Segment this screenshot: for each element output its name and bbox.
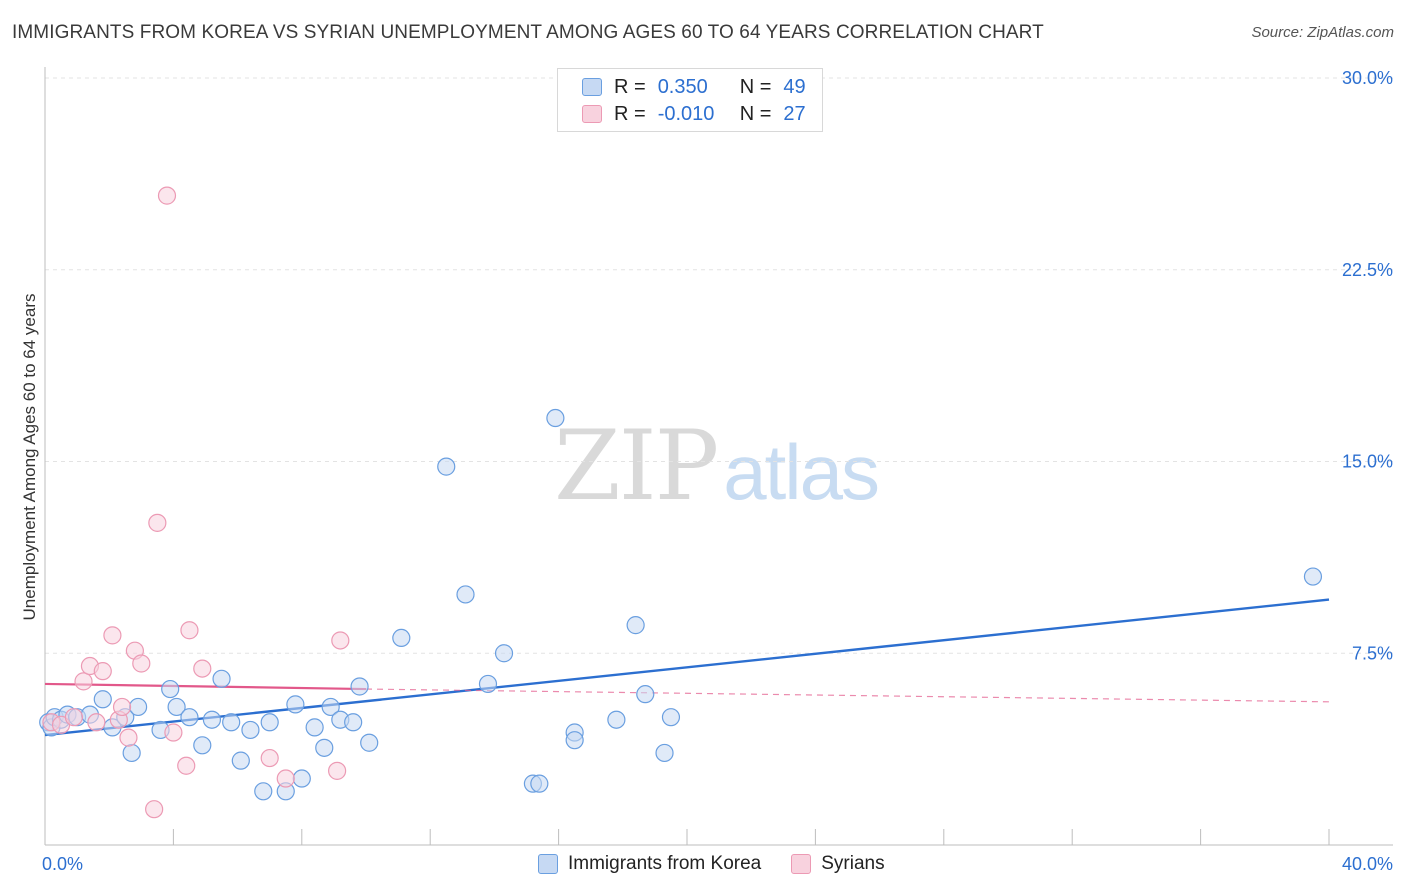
- correlation-legend: R = 0.350 N = 49 R = -0.010 N = 27: [557, 68, 823, 132]
- korea-point: [494, 644, 514, 663]
- syrian-point: [87, 713, 106, 732]
- syrian-point: [193, 659, 212, 678]
- korea-point: [254, 782, 273, 801]
- data-points: [39, 186, 1323, 819]
- korea-point: [478, 674, 498, 694]
- syrian-point: [145, 800, 164, 819]
- syrian-point: [74, 672, 93, 691]
- korea-point: [1303, 567, 1323, 586]
- syrian-point: [148, 513, 167, 532]
- legend-r-value-korea: 0.350: [657, 75, 708, 98]
- chart-source: Source: ZipAtlas.com: [1251, 24, 1394, 41]
- syrian-point: [328, 761, 347, 780]
- korea-point: [222, 713, 241, 732]
- watermark-atlas: atlas: [723, 428, 880, 516]
- korea-point: [344, 713, 363, 732]
- korea-point: [180, 708, 199, 727]
- legend-r-label: R =: [614, 75, 646, 98]
- korea-point: [321, 697, 340, 717]
- x-tick-label: 0.0%: [42, 854, 83, 874]
- watermark-zip: ZIP: [554, 410, 719, 522]
- korea-point: [565, 731, 584, 750]
- syrian-point: [103, 626, 122, 645]
- korea-point: [437, 457, 456, 476]
- legend-n-value-korea: 49: [783, 75, 806, 98]
- korea-point: [122, 743, 141, 763]
- korea-trend-line: [44, 598, 1330, 737]
- syrian-point: [157, 186, 177, 205]
- legend-swatch-syrians: [582, 105, 602, 123]
- y-tick-label: 30.0%: [1342, 68, 1393, 88]
- series-legend: Immigrants from Korea Syrians: [538, 852, 915, 876]
- grid-lines: [45, 77, 1393, 654]
- korea-point: [315, 738, 334, 757]
- series-swatch-korea: [538, 854, 558, 874]
- syrian-point: [164, 723, 183, 742]
- korea-point: [161, 679, 180, 699]
- korea-point: [260, 713, 279, 732]
- legend-r-label: R =: [614, 102, 646, 125]
- syrian-point: [112, 697, 132, 717]
- syrian-point: [276, 769, 295, 788]
- legend-row-syrians: R = -0.010 N = 27: [582, 102, 806, 126]
- x-tick-label: 40.0%: [1342, 854, 1393, 874]
- syrian-point: [331, 631, 350, 650]
- legend-swatch-korea: [582, 78, 602, 96]
- korea-point: [360, 733, 379, 752]
- y-tick-label: 15.0%: [1342, 452, 1393, 472]
- korea-point: [286, 695, 305, 714]
- korea-point: [636, 685, 655, 704]
- watermark: ZIPatlas: [554, 410, 880, 522]
- legend-n-value-syrians: 27: [783, 102, 806, 125]
- y-tick-label: 22.5%: [1342, 260, 1393, 280]
- series-swatch-syrians: [791, 854, 812, 874]
- series-legend-item-korea[interactable]: Immigrants from Korea: [538, 853, 761, 875]
- syrian-point: [93, 662, 112, 681]
- legend-n-label: N =: [739, 102, 772, 125]
- syrian-trend-line-extension: [365, 688, 1330, 703]
- korea-point: [456, 585, 475, 604]
- syrian-point: [260, 748, 279, 768]
- korea-point: [655, 743, 674, 763]
- korea-point: [305, 718, 324, 737]
- legend-row-korea: R = 0.350 N = 49: [582, 75, 806, 99]
- chart-title: IMMIGRANTS FROM KOREA VS SYRIAN UNEMPLOY…: [12, 22, 1044, 43]
- korea-point: [202, 710, 222, 729]
- korea-point: [193, 736, 212, 755]
- syrian-point: [64, 708, 83, 727]
- trend-lines: [44, 598, 1330, 737]
- syrian-point: [177, 756, 196, 775]
- y-tick-label: 7.5%: [1352, 643, 1393, 663]
- syrian-point: [119, 728, 138, 747]
- syrian-point: [132, 654, 151, 673]
- korea-point: [626, 616, 645, 635]
- korea-point: [392, 628, 411, 648]
- korea-point: [546, 408, 565, 428]
- tick-labels: 7.5% 15.0% 22.5% 30.0% 0.0% 40.0%: [42, 68, 1393, 874]
- series-label-syrians: Syrians: [821, 853, 885, 874]
- korea-point: [167, 697, 186, 717]
- korea-point: [241, 720, 260, 740]
- series-legend-item-syrians[interactable]: Syrians: [791, 853, 885, 875]
- korea-point: [661, 708, 681, 727]
- korea-point: [607, 710, 626, 729]
- korea-point: [128, 697, 148, 717]
- korea-point: [292, 769, 311, 788]
- legend-r-value-syrians: -0.010: [657, 102, 715, 125]
- legend-n-label: N =: [739, 75, 772, 98]
- korea-point: [93, 690, 112, 709]
- korea-point: [530, 774, 549, 793]
- korea-point: [231, 751, 250, 770]
- korea-point: [350, 677, 369, 696]
- syrian-point: [180, 621, 199, 640]
- syrian-trend-line: [44, 682, 367, 691]
- korea-point: [212, 669, 231, 688]
- series-label-korea: Immigrants from Korea: [568, 853, 762, 874]
